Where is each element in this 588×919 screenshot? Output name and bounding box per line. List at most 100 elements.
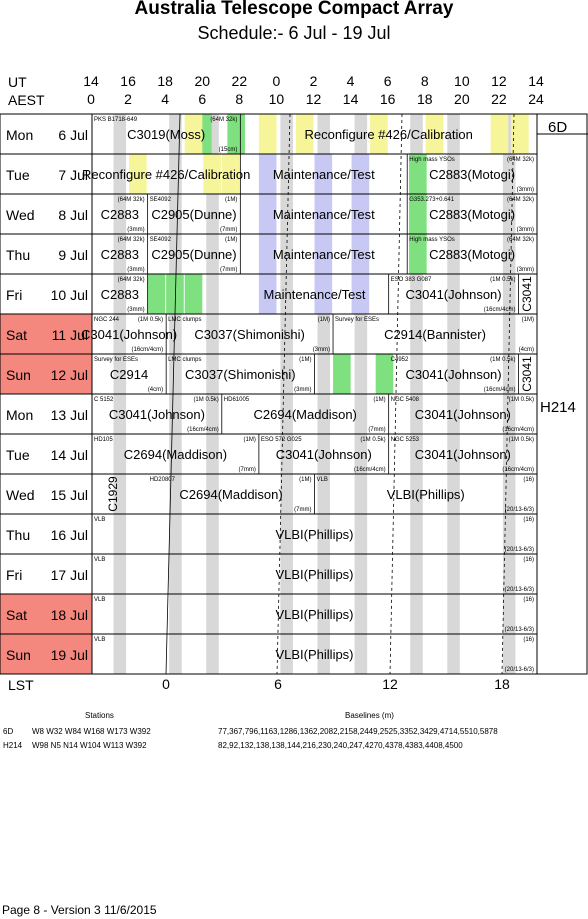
shade-band [354, 514, 368, 554]
config-6d-name: 6D [3, 727, 14, 736]
block-source-note: HD61005 [224, 397, 250, 403]
shade-band [169, 114, 182, 154]
config-6d-baselines: 77,367,796,1163,1286,1362,2082,2158,2449… [218, 727, 498, 736]
row-day-label: Sun [6, 647, 31, 663]
lst-tick-label: 6 [274, 676, 282, 692]
shade-band [206, 434, 219, 474]
special-shade-cell [490, 114, 509, 154]
ut-tick-label: 8 [421, 73, 429, 89]
block-source-note: ESO 383 G087 [391, 277, 432, 283]
shade-band [206, 394, 219, 434]
row-day-label: Wed [6, 487, 35, 503]
ut-tick-label: 0 [273, 73, 281, 89]
shade-band [447, 314, 460, 354]
block-correlator-note: (1M) [299, 477, 311, 483]
special-shade-cell [258, 234, 277, 274]
block-source-note: LMC clumps [168, 357, 201, 363]
project-label: C2914(Bannister) [384, 327, 486, 342]
block-correlator-note: (1M) [318, 317, 330, 323]
special-shade-cell [184, 114, 203, 154]
shade-band [280, 314, 293, 354]
project-label: VLBI(Phillips) [387, 487, 465, 502]
shade-band [502, 474, 516, 514]
aest-tick-label: 12 [306, 91, 322, 107]
shade-band [113, 114, 127, 154]
shade-band [206, 474, 219, 514]
block-band-note: (3mm) [127, 307, 144, 313]
project-label: C2694(Maddison) [179, 487, 282, 502]
block-correlator-note: (1M 0.5k) [509, 437, 534, 443]
row-day-label: Fri [6, 567, 22, 583]
shade-band [354, 634, 368, 674]
row-date-label: 9 Jul [58, 247, 88, 263]
project-label: C2883(Motogi) [429, 207, 515, 222]
block-source-note: C 5152 [94, 397, 114, 403]
block-source-note: Survey for ESEs [335, 317, 379, 323]
shade-band [317, 554, 331, 594]
config-label-6d: 6D [548, 119, 568, 136]
shade-band [206, 514, 219, 554]
aest-tick-label: 18 [417, 91, 433, 107]
shade-band [317, 634, 331, 674]
block-correlator-note: (16) [523, 557, 534, 563]
shade-band [410, 354, 423, 394]
project-label: C3041(Johnson) [81, 327, 177, 342]
shade-band [317, 434, 331, 474]
special-shade-cell [314, 234, 333, 274]
project-label: VLBI(Phillips) [275, 527, 353, 542]
block-band-note: (7mm) [368, 427, 385, 433]
config-h214-baselines: 82,92,132,138,138,144,216,230,240,247,42… [218, 741, 463, 750]
special-shade-cell [258, 194, 277, 234]
special-shade-cell [184, 274, 203, 314]
lst-tick-label: 12 [382, 676, 398, 692]
config-h214-name: H214 [3, 741, 23, 750]
shade-band [317, 474, 331, 514]
block-correlator-note: (64M 32k) [118, 277, 145, 283]
page-subtitle: Schedule:- 6 Jul - 19 Jul [197, 23, 391, 43]
shade-band [354, 474, 368, 514]
shade-band [206, 634, 219, 674]
shade-band [169, 514, 182, 554]
ut-label: UT [8, 74, 27, 90]
project-label: C2905(Dunne) [151, 247, 236, 262]
project-label: VLBI(Phillips) [275, 647, 353, 662]
aest-tick-label: 0 [87, 91, 95, 107]
shade-band [447, 434, 460, 474]
row-date-label: 10 Jul [51, 287, 88, 303]
project-label: C3041(Johnson) [415, 447, 511, 462]
block-band-note: (7mm) [239, 467, 256, 473]
block-source-note: NGC 5408 [391, 397, 420, 403]
project-label: Maintenance/Test [273, 247, 375, 262]
block-correlator-note: (1M 0.5k) [138, 317, 163, 323]
project-label: C2694(Maddison) [124, 447, 227, 462]
project-label: Maintenance/Test [264, 287, 366, 302]
special-shade-cell [351, 234, 370, 274]
block-source-note: NGC 244 [94, 317, 120, 323]
row-date-label: 18 Jul [51, 607, 88, 623]
aest-tick-label: 20 [454, 91, 470, 107]
block-band-note: (3mm) [313, 347, 330, 353]
stations-header: Stations [85, 711, 114, 720]
block-source-note: C4952 [391, 357, 409, 363]
block-band-note: (20/13-6/3) [505, 547, 534, 553]
shade-band [280, 594, 293, 634]
ut-tick-label: 2 [310, 73, 318, 89]
row-date-label: 17 Jul [51, 567, 88, 583]
weekend-row-highlight [0, 354, 92, 394]
block-correlator-note: (64M 32k) [118, 237, 145, 243]
config-h214-stations: W98 N5 N14 W104 W113 W392 [32, 741, 147, 750]
block-band-note: (7mm) [220, 267, 237, 273]
aest-tick-label: 4 [161, 91, 169, 107]
shade-band [206, 194, 219, 234]
shade-band [169, 594, 182, 634]
special-shade-cell [409, 194, 427, 234]
shade-band [317, 394, 331, 434]
block-band-note: (20/13-6/3) [505, 507, 534, 513]
special-shade-cell [129, 154, 147, 194]
row-day-label: Mon [6, 127, 33, 143]
block-source-note: VLB [317, 477, 328, 483]
config-label-h214: H214 [540, 399, 576, 416]
special-shade-cell [314, 194, 333, 234]
shade-band [410, 594, 423, 634]
shade-band [447, 514, 460, 554]
